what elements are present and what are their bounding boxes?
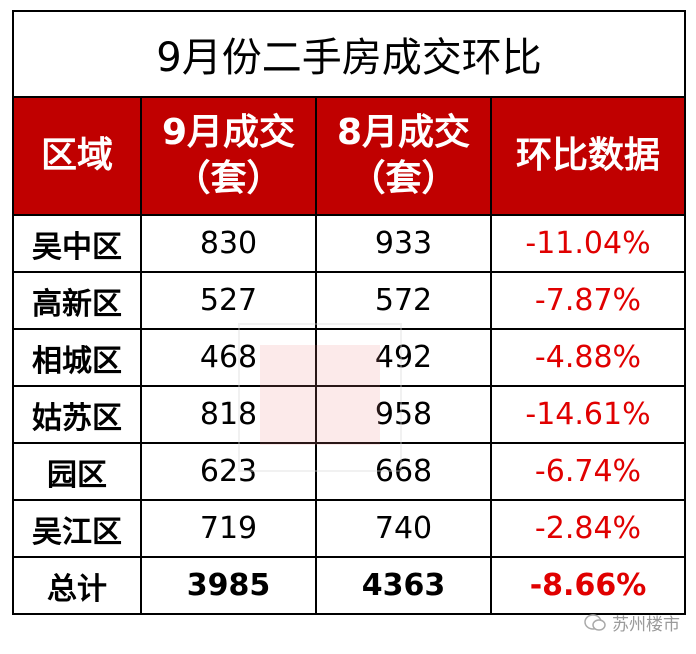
cell: -2.84% (490, 499, 686, 558)
header-cell: 区域 (12, 96, 142, 216)
cell: 719 (140, 499, 317, 558)
header-cell: 8月成交 （套） (315, 96, 492, 216)
cell: 933 (315, 214, 492, 273)
cell: 492 (315, 328, 492, 387)
cell: 527 (140, 271, 317, 330)
header-cell: 环比数据 (490, 96, 686, 216)
header-line: （套） (174, 158, 283, 199)
title: 9月份二手房成交环比 (12, 10, 686, 98)
cell: 740 (315, 499, 492, 558)
header-cell: 9月成交 （套） (140, 96, 317, 216)
cell: 吴中区 (12, 214, 142, 273)
cell: 姑苏区 (12, 385, 142, 444)
cell: -11.04% (490, 214, 686, 273)
cell: 吴江区 (12, 499, 142, 558)
logo-shape (260, 345, 380, 445)
cell: 4363 (315, 556, 492, 615)
data-row: 吴江区 719 740 -2.84% (12, 499, 686, 558)
header-line: 9月成交 (161, 112, 296, 153)
header-line: 区域 (40, 135, 113, 176)
header-line: 8月成交 (336, 112, 471, 153)
cell: 818 (140, 385, 317, 444)
cell: -4.88% (490, 328, 686, 387)
header-line: 环比数据 (515, 135, 660, 176)
cell: 3985 (140, 556, 317, 615)
header-line: （套） (349, 158, 458, 199)
watermark-logo (238, 323, 402, 472)
data-row: 园区 623 668 -6.74% (12, 442, 686, 501)
data-row: 姑苏区 818 958 -14.61% (12, 385, 686, 444)
cell: 958 (315, 385, 492, 444)
cell: 高新区 (12, 271, 142, 330)
cell: -7.87% (490, 271, 686, 330)
cell: 园区 (12, 442, 142, 501)
cell: -14.61% (490, 385, 686, 444)
data-row: 相城区 468 492 -4.88% (12, 328, 686, 387)
cell: -8.66% (490, 556, 686, 615)
data-table: 9月份二手房成交环比 区域 9月成交 （套） 8月成交 （套） 环比数据吴中区 830 933… (12, 10, 686, 615)
wechat-icon (584, 613, 606, 631)
cell: 总计 (12, 556, 142, 615)
table-body: 9月份二手房成交环比 区域 9月成交 （套） 8月成交 （套） 环比数据吴中区 830 933… (12, 10, 686, 615)
cell: 830 (140, 214, 317, 273)
data-row: 吴中区 830 933 -11.04% (12, 214, 686, 273)
title-row: 9月份二手房成交环比 (12, 10, 686, 98)
cell: -6.74% (490, 442, 686, 501)
data-row: 高新区 527 572 -7.87% (12, 271, 686, 330)
header-row: 区域 9月成交 （套） 8月成交 （套） 环比数据 (12, 96, 686, 216)
cell: 468 (140, 328, 317, 387)
cell: 相城区 (12, 328, 142, 387)
watermark: 苏州楼市 (584, 610, 680, 635)
watermark-text: 苏州楼市 (612, 615, 680, 635)
cell: 623 (140, 442, 317, 501)
cell: 668 (315, 442, 492, 501)
data-row: 总计 3985 4363 -8.66% (12, 556, 686, 615)
cell: 572 (315, 271, 492, 330)
